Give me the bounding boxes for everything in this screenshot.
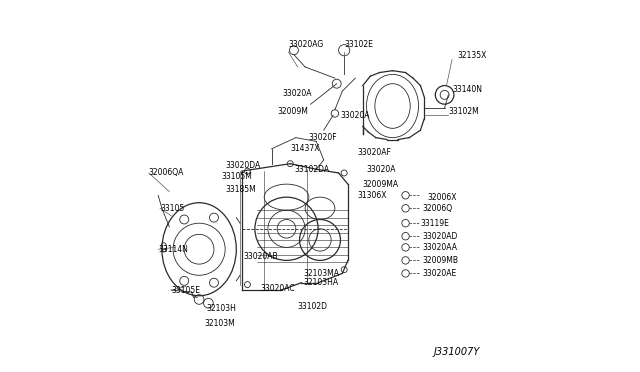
Text: 33020AB: 33020AB (244, 252, 278, 261)
Text: 33020A: 33020A (367, 165, 396, 174)
Text: 33020A: 33020A (283, 89, 312, 97)
Text: 33105M: 33105M (221, 172, 252, 181)
Text: 33140N: 33140N (452, 85, 482, 94)
Text: 31306X: 31306X (357, 191, 387, 200)
Text: 33114N: 33114N (158, 245, 188, 254)
Text: 33102E: 33102E (344, 40, 373, 49)
Text: 33119E: 33119E (420, 219, 449, 228)
Text: 33020DA: 33020DA (225, 161, 260, 170)
Text: 32103MA: 32103MA (303, 269, 339, 278)
Text: 32006X: 32006X (428, 193, 458, 202)
Text: 32009MA: 32009MA (363, 180, 399, 189)
Text: 32006Q: 32006Q (422, 204, 452, 213)
Text: 32006QA: 32006QA (149, 169, 184, 177)
Text: 33020AE: 33020AE (422, 269, 456, 278)
Text: 32103HA: 32103HA (303, 278, 339, 287)
Text: 33020AF: 33020AF (357, 148, 391, 157)
Text: 31437X: 31437X (291, 144, 320, 153)
Text: 33020AC: 33020AC (260, 284, 295, 293)
Text: 33105: 33105 (160, 204, 184, 213)
Text: 32135X: 32135X (458, 51, 487, 60)
Text: 33020AG: 33020AG (289, 40, 324, 49)
Text: 32009M: 32009M (277, 107, 308, 116)
Text: 33020AA: 33020AA (422, 243, 458, 252)
Text: 33185M: 33185M (225, 185, 256, 194)
Text: 32103H: 32103H (207, 304, 236, 313)
Text: 32103M: 32103M (205, 319, 236, 328)
Text: 33102D: 33102D (298, 302, 328, 311)
Text: J331007Y: J331007Y (433, 347, 480, 357)
Text: 33102DA: 33102DA (294, 165, 329, 174)
Text: 33105E: 33105E (172, 286, 200, 295)
Text: 33020A: 33020A (340, 111, 370, 120)
Text: 32009MB: 32009MB (422, 256, 458, 265)
Text: 33020F: 33020F (309, 133, 337, 142)
Text: 33020AD: 33020AD (422, 232, 458, 241)
Text: 33102M: 33102M (449, 107, 479, 116)
